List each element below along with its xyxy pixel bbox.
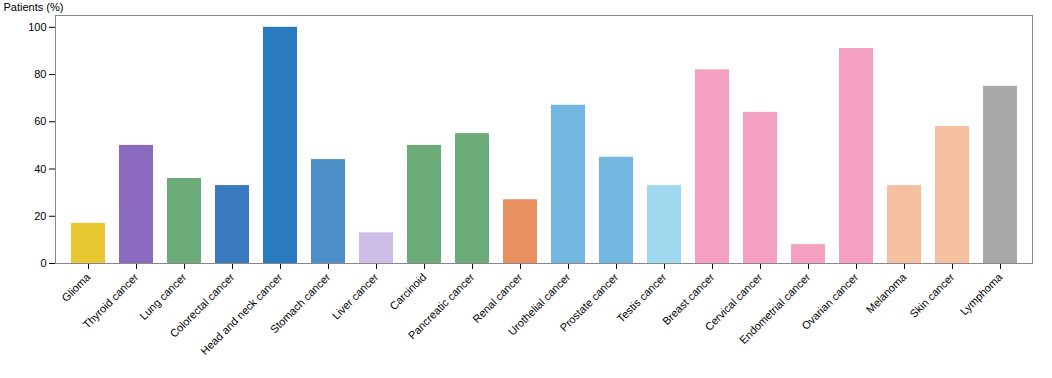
svg-text:Lymphoma: Lymphoma: [958, 270, 1005, 317]
svg-text:60: 60: [34, 115, 46, 127]
svg-text:Cervical cancer: Cervical cancer: [702, 270, 765, 333]
svg-text:Glioma: Glioma: [59, 270, 93, 304]
svg-text:40: 40: [34, 163, 46, 175]
svg-text:100: 100: [28, 21, 46, 33]
svg-text:Renal cancer: Renal cancer: [470, 270, 525, 326]
svg-text:Lung cancer: Lung cancer: [137, 271, 189, 323]
svg-text:80: 80: [34, 68, 46, 80]
svg-text:Thyroid cancer: Thyroid cancer: [80, 271, 140, 331]
svg-text:Patients (%): Patients (%): [4, 1, 64, 13]
svg-text:Head and neck cancer: Head and neck cancer: [198, 271, 285, 358]
svg-text:Melanoma: Melanoma: [864, 270, 909, 315]
svg-text:Endometrial cancer: Endometrial cancer: [737, 271, 813, 347]
svg-text:Testis cancer: Testis cancer: [615, 271, 669, 325]
svg-text:20: 20: [34, 210, 46, 222]
svg-text:Pancreatic cancer: Pancreatic cancer: [406, 271, 477, 342]
svg-text:Stomach cancer: Stomach cancer: [268, 271, 333, 336]
svg-text:Urothelial cancer: Urothelial cancer: [505, 270, 573, 338]
svg-text:Ovarian cancer: Ovarian cancer: [799, 271, 860, 332]
svg-text:Liver cancer: Liver cancer: [330, 271, 381, 322]
svg-text:Colorectal cancer: Colorectal cancer: [167, 270, 237, 340]
svg-text:Carcinoid: Carcinoid: [387, 271, 428, 312]
svg-text:Prostate cancer: Prostate cancer: [557, 271, 620, 334]
svg-text:0: 0: [40, 257, 46, 269]
svg-text:Breast cancer: Breast cancer: [659, 270, 717, 328]
svg-text:Skin cancer: Skin cancer: [907, 271, 956, 320]
